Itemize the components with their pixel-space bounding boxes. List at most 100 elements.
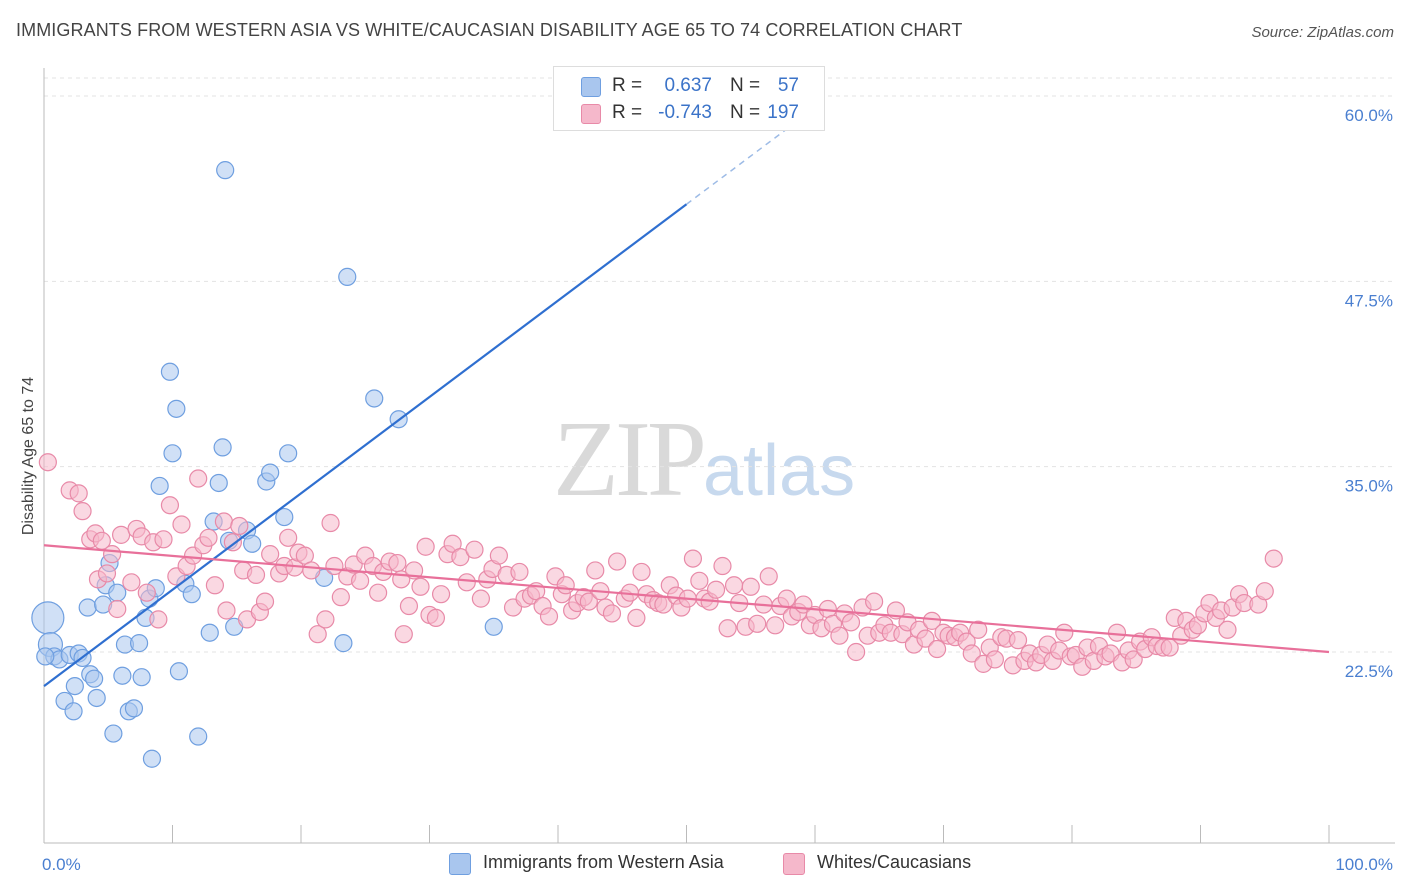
whites-point: [766, 616, 785, 635]
whites-point: [38, 453, 57, 472]
whites-point: [777, 589, 796, 608]
immigrants-point: [65, 677, 84, 696]
whites-point: [97, 564, 117, 583]
immigrants-point: [338, 267, 357, 286]
legend-label: Immigrants from Western Asia: [483, 852, 724, 872]
y-tick-label: 47.5%: [1345, 291, 1393, 310]
watermark-zip: ZIP: [553, 400, 707, 519]
whites-point: [122, 573, 141, 592]
whites-point: [108, 599, 127, 619]
whites-point: [172, 515, 191, 534]
whites-point: [1218, 620, 1237, 639]
immigrants-point: [31, 601, 65, 635]
whites-point: [962, 644, 981, 663]
whites-point: [510, 562, 529, 582]
trend-lines: [43, 107, 1330, 687]
immigrants-point: [163, 444, 182, 463]
immigrants-point: [484, 617, 503, 636]
stats-row-whites: R = -0.743 N = 197: [554, 102, 824, 126]
whites-point: [160, 496, 180, 515]
watermark-atlas: atlas: [703, 431, 856, 511]
immigrants-point: [365, 389, 384, 408]
chart-title: IMMIGRANTS FROM WESTERN ASIA VS WHITE/CA…: [16, 20, 963, 40]
whites-trend-line: [43, 544, 1330, 654]
immigrants-point: [261, 463, 280, 482]
whites-point: [759, 567, 778, 586]
whites-point: [927, 639, 947, 659]
whites-point: [985, 650, 1005, 669]
legend-item-immigrants[interactable]: Immigrants from Western Asia: [449, 852, 769, 876]
immigrants-point: [189, 727, 208, 746]
whites-point: [205, 576, 225, 595]
immigrants-point: [279, 444, 298, 463]
whites-point: [149, 610, 168, 629]
whites-point: [411, 577, 430, 596]
whites-point: [608, 552, 627, 571]
whites-point: [246, 565, 266, 585]
whites-point: [416, 537, 435, 556]
whites-point: [706, 580, 726, 599]
whites-point: [316, 610, 335, 629]
immigrants-point: [142, 749, 162, 768]
r-value: 0.637: [664, 75, 712, 96]
legend-swatch-pink: [581, 104, 601, 124]
n-value: 57: [777, 75, 799, 96]
immigrants-point: [334, 634, 353, 653]
tick-labels: 22.5% 35.0% 47.5% 60.0% 0.0% 100.0%: [42, 106, 1393, 874]
whites-point: [214, 512, 233, 531]
whites-point: [451, 548, 470, 567]
whites-point: [1055, 623, 1074, 642]
y-tick-label: 22.5%: [1345, 662, 1393, 681]
whites-point: [830, 626, 849, 645]
whites-point: [457, 573, 476, 592]
whites-point: [865, 592, 884, 611]
whites-point: [199, 528, 218, 547]
whites-point: [741, 577, 760, 596]
whites-point: [351, 571, 370, 590]
whites-point: [189, 469, 208, 488]
whites-point: [426, 608, 446, 627]
source-label: Source: ZipAtlas.com: [1251, 24, 1394, 41]
whites-point: [847, 642, 866, 662]
whites-point: [308, 625, 327, 644]
whites-point: [1264, 549, 1283, 568]
whites-point: [841, 613, 861, 632]
immigrants-point: [160, 362, 180, 381]
whites-point: [579, 592, 598, 611]
whites-point: [724, 576, 744, 595]
immigrants-point: [113, 666, 132, 685]
immigrants-point: [108, 583, 127, 602]
whites-point: [399, 596, 419, 616]
whites-point: [713, 556, 732, 576]
whites-point: [331, 588, 350, 607]
immigrants-point: [78, 598, 97, 617]
whites-point: [916, 629, 935, 648]
legend-swatch-blue: [449, 853, 471, 875]
legend-item-whites[interactable]: Whites/Caucasians: [783, 852, 1003, 876]
y-tick-label: 60.0%: [1345, 106, 1393, 125]
n-label: N =: [730, 102, 761, 123]
x-tick-label: 100.0%: [1335, 855, 1393, 874]
immigrants-point: [209, 473, 228, 493]
whites-point: [394, 625, 413, 644]
stats-row-immigrants: R = 0.637 N = 57: [554, 75, 824, 99]
whites-point: [1124, 650, 1143, 669]
whites-point: [261, 545, 280, 564]
x-tick-label: 0.0%: [42, 855, 81, 874]
whites-point: [690, 571, 709, 590]
whites-point: [969, 620, 988, 639]
whites-point: [137, 583, 156, 602]
whites-point: [217, 601, 236, 620]
n-value: 197: [767, 102, 799, 123]
immigrants-point: [275, 507, 294, 527]
r-label: R =: [612, 102, 643, 123]
r-label: R =: [612, 75, 643, 96]
whites-point: [586, 561, 605, 580]
whites-point: [279, 528, 298, 547]
whites-point: [369, 583, 388, 602]
whites-point: [111, 525, 131, 544]
immigrants-point: [167, 399, 186, 418]
whites-point: [556, 576, 575, 595]
immigrants-point: [104, 724, 123, 743]
whites-point: [718, 619, 737, 638]
